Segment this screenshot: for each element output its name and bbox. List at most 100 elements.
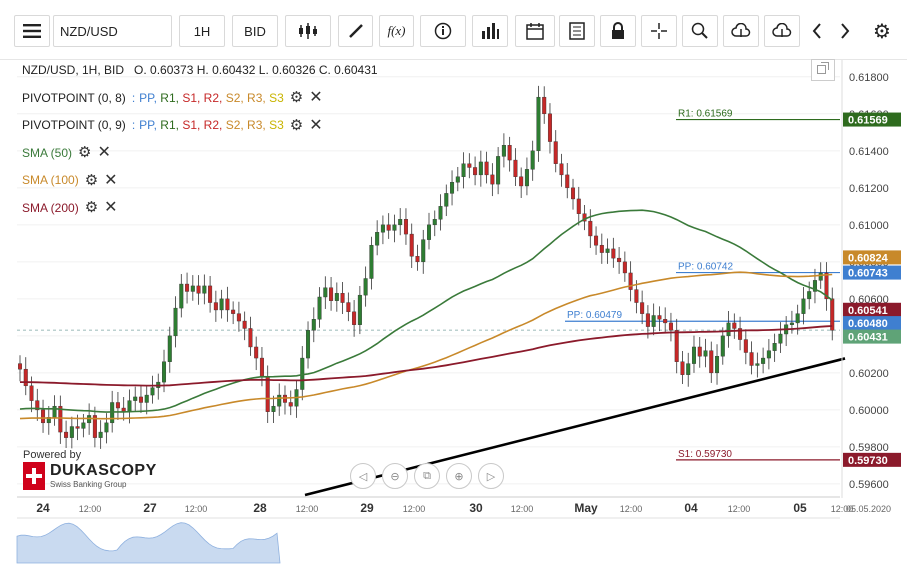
candle-body [559,163,564,176]
pivot-level-s1: S1, [182,90,204,105]
zoom-in-button[interactable]: ⊕ [446,463,472,489]
volume-button[interactable] [472,15,508,47]
candle-body [98,431,103,438]
legend-sma100: SMA (100) ⚙ ✕ [22,167,378,195]
candle-body [611,248,616,259]
zoom-out-icon: ⊖ [390,470,400,483]
chart-type-button[interactable] [285,15,331,47]
candle-body [484,161,489,176]
close-icon[interactable]: ✕ [309,89,323,107]
pan-left-button[interactable]: ◁ [350,463,376,489]
zoom-button[interactable] [682,15,718,47]
close-icon[interactable]: ✕ [309,116,323,134]
toolbar: NZD/USD 1H BID f(x) [0,0,907,60]
candle-body [380,224,385,233]
symbol-select[interactable]: NZD/USD [53,15,172,47]
crosshair-button[interactable] [641,15,677,47]
candle-body [732,322,737,329]
scroll-left-button[interactable] [805,15,829,47]
candle-body [340,293,345,303]
x-end-label: 05.05.2020 [846,504,891,514]
pivot1-sep: : [131,90,136,105]
zoom-out-button[interactable]: ⊖ [382,463,408,489]
pivot-level-r1: R1, [160,118,183,132]
pivot-level-pp: PP, [139,118,161,132]
close-icon[interactable]: ✕ [104,171,118,189]
info-icon [434,22,452,40]
tag-close: 0.60431 [848,332,888,344]
calendar-button[interactable] [515,15,555,47]
upload-button[interactable] [723,15,759,47]
reset-button[interactable]: ⧉ [414,463,440,489]
expand-icon [817,61,829,79]
indicators-button[interactable]: f(x) [379,15,414,47]
y-tick-label: 0.59600 [849,479,889,491]
candle-body [35,400,40,411]
gear-icon[interactable]: ⚙ [84,171,99,189]
timeframe-button[interactable]: 1H [179,15,225,47]
candle-body [208,285,213,303]
legend-pivot1: PIVOTPOINT (0, 8) : PP, R1, S1, R2, S2, … [22,85,378,113]
scroll-right-button[interactable] [833,15,857,47]
x-tick-label: 28 [253,501,267,515]
x-tick-label: 12:00 [728,504,751,514]
fullscreen-button[interactable] [811,59,835,81]
candle-body [415,256,420,263]
sma50-name: SMA (50) [22,145,73,160]
pivot-level-s3: S3 [269,90,284,105]
tag-sma200-bg [843,302,901,317]
lock-icon [611,22,625,40]
lock-button[interactable] [600,15,636,47]
gear-icon[interactable]: ⚙ [289,89,304,107]
gear-icon[interactable]: ⚙ [84,199,99,217]
candle-body [167,335,172,362]
candle-body [524,169,529,187]
cloud-upload-icon [731,23,751,39]
x-axis: 24 12:00 27 12:00 28 12:00 29 12:00 30 12:00 May 12… [17,496,891,515]
zoom-in-icon: ⊕ [454,470,464,483]
pivot-level-s2: S2, [225,118,248,132]
legend-symbol: NZD/USD, 1H, BID [22,63,125,77]
candle-body [92,415,97,438]
settings-button[interactable]: ⚙ [868,15,896,47]
candle-body [812,280,817,292]
pivot-level-label: PP: 0.60479 [567,310,622,321]
candle-body [323,287,328,298]
close-icon[interactable]: ✕ [104,199,118,217]
candle-body [795,313,800,324]
y-tick-label: 0.61000 [849,220,889,232]
menu-button[interactable] [14,15,50,47]
report-button[interactable] [559,15,595,47]
candle-body [467,163,472,168]
pan-right-button[interactable]: ▷ [478,463,504,489]
candle-body [427,224,432,240]
candle-body [115,402,120,409]
price-type-button[interactable]: BID [232,15,278,47]
candle-body [421,239,426,263]
chevron-left-icon [812,23,822,39]
candle-body [703,350,708,357]
candle-body [490,174,495,185]
pivot1-name: PIVOTPOINT (0, 8) [22,90,126,105]
x-tick-label: 30 [469,501,483,515]
x-tick-label: 29 [360,501,374,515]
tag-s1: 0.59730 [848,455,888,467]
gear-icon[interactable]: ⚙ [289,116,304,134]
close-icon[interactable]: ✕ [97,144,111,162]
gear-icon[interactable]: ⚙ [78,144,92,162]
candlestick-icon [298,23,318,39]
candle-body [41,409,46,424]
x-tick-label: 04 [684,501,698,515]
triangle-left-icon: ◁ [358,470,368,483]
function-icon: f(x) [387,23,406,38]
download-button[interactable] [764,15,800,47]
info-button[interactable] [420,15,466,47]
candle-body [231,309,236,314]
tag-pp1: 0.60743 [848,268,888,280]
candle-body [254,346,259,359]
candle-body [329,287,334,301]
x-tick-label: 12:00 [79,504,102,514]
draw-tool-button[interactable] [338,15,373,47]
tag-s1-bg [843,452,901,467]
